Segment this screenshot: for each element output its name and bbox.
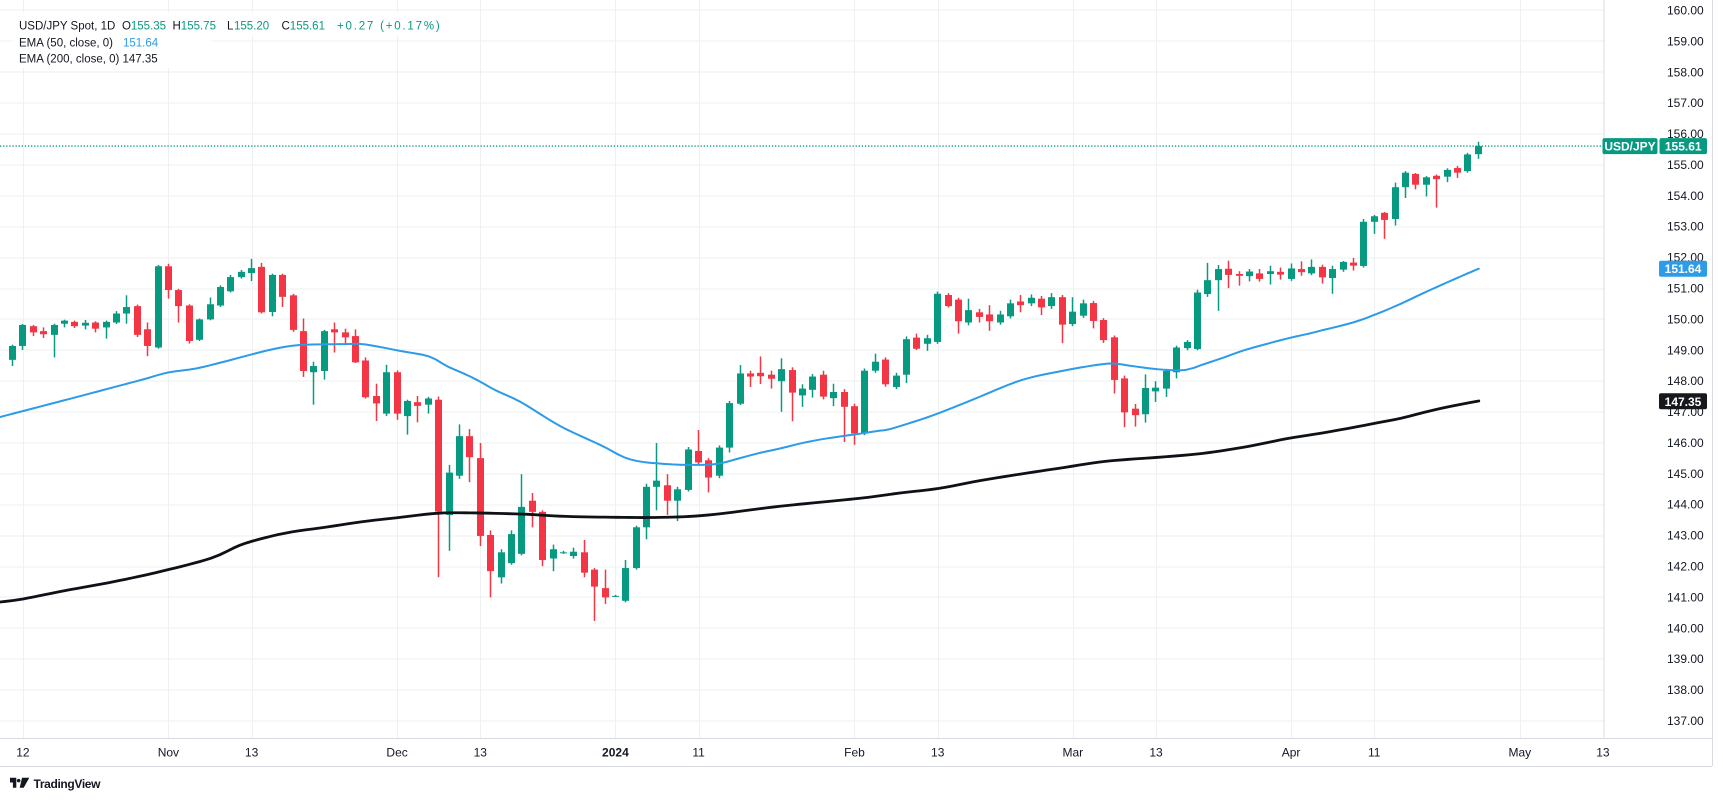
svg-text:148.00: 148.00 [1667,374,1704,388]
svg-text:150.00: 150.00 [1667,312,1704,326]
svg-text:11: 11 [1368,746,1381,760]
svg-text:151.64: 151.64 [1665,262,1702,276]
svg-text:+0.27 (+0.17%): +0.27 (+0.17%) [337,21,441,33]
svg-text:138.00: 138.00 [1667,683,1704,697]
svg-text:155.61: 155.61 [290,21,325,33]
svg-text:C: C [282,21,290,33]
svg-text:Nov: Nov [158,746,179,760]
svg-text:13: 13 [1149,746,1163,760]
svg-text:140.00: 140.00 [1667,621,1704,635]
svg-text:USD/JPY Spot, 1D: USD/JPY Spot, 1D [19,21,115,33]
svg-text:13: 13 [931,746,945,760]
svg-text:13: 13 [1596,746,1610,760]
svg-text:137.00: 137.00 [1667,714,1704,728]
svg-text:USD/JPY: USD/JPY [1604,140,1655,154]
svg-text:141.00: 141.00 [1667,590,1704,604]
svg-text:153.00: 153.00 [1667,220,1704,234]
svg-text:142.00: 142.00 [1667,560,1704,574]
svg-text:155.61: 155.61 [1665,140,1702,154]
svg-text:May: May [1508,746,1531,760]
svg-text:EMA (50, close, 0): EMA (50, close, 0) [19,38,113,50]
svg-text:L: L [227,21,234,33]
svg-text:149.00: 149.00 [1667,343,1704,357]
svg-text:2024: 2024 [602,746,629,760]
svg-text:155.20: 155.20 [234,21,269,33]
svg-text:151.00: 151.00 [1667,282,1704,296]
svg-text:158.00: 158.00 [1667,65,1704,79]
svg-text:Feb: Feb [844,746,865,760]
svg-text:EMA (200, close, 0): EMA (200, close, 0) [19,54,120,66]
svg-text:147.35: 147.35 [123,54,158,66]
svg-text:11: 11 [692,746,705,760]
svg-text:139.00: 139.00 [1667,652,1704,666]
svg-text:155.00: 155.00 [1667,158,1704,172]
svg-text:155.35: 155.35 [131,21,166,33]
svg-text:144.00: 144.00 [1667,498,1704,512]
svg-text:159.00: 159.00 [1667,34,1704,48]
svg-text:13: 13 [245,746,259,760]
svg-text:157.00: 157.00 [1667,96,1704,110]
svg-text:155.75: 155.75 [181,21,216,33]
svg-text:TradingView: TradingView [34,777,102,791]
svg-text:13: 13 [474,746,488,760]
svg-text:12: 12 [16,746,30,760]
svg-text:147.35: 147.35 [1665,395,1702,409]
svg-text:Apr: Apr [1282,746,1301,760]
svg-text:143.00: 143.00 [1667,529,1704,543]
svg-text:145.00: 145.00 [1667,467,1704,481]
svg-text:160.00: 160.00 [1667,4,1704,18]
svg-text:O: O [122,21,131,33]
svg-text:151.64: 151.64 [123,38,159,50]
svg-text:146.00: 146.00 [1667,436,1704,450]
svg-text:H: H [173,21,181,33]
svg-text:Mar: Mar [1062,746,1083,760]
svg-text:Dec: Dec [386,746,407,760]
svg-text:154.00: 154.00 [1667,189,1704,203]
